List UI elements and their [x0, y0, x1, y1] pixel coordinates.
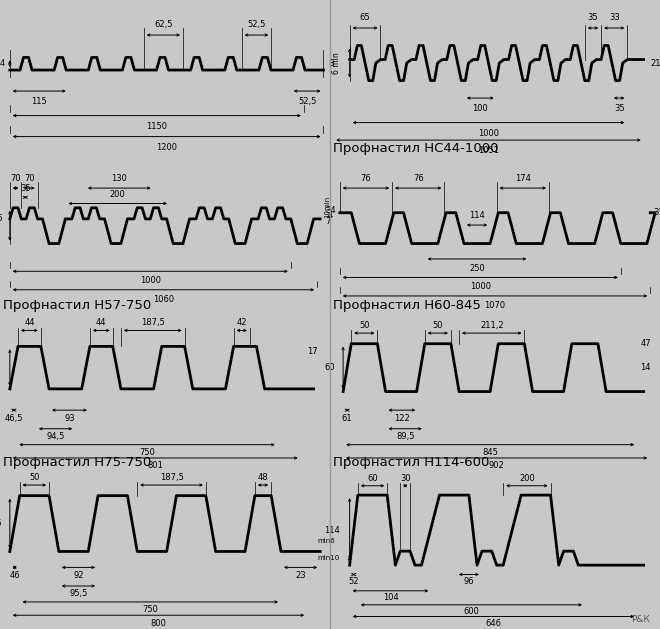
Text: 600: 600: [463, 608, 479, 616]
Text: 800: 800: [150, 619, 166, 628]
Text: 4: 4: [328, 211, 333, 220]
Text: 92: 92: [73, 571, 84, 580]
Text: 114: 114: [469, 211, 485, 220]
Text: 174: 174: [515, 174, 531, 183]
Text: 104: 104: [383, 593, 399, 603]
Text: 94,5: 94,5: [46, 432, 65, 441]
Text: 250: 250: [469, 264, 485, 273]
Text: 750: 750: [143, 606, 158, 615]
Text: 96: 96: [463, 577, 474, 586]
Text: 93: 93: [64, 414, 75, 423]
Text: 14: 14: [640, 363, 651, 372]
Text: 8: 8: [329, 59, 334, 68]
Text: 65: 65: [360, 13, 370, 22]
Text: 646: 646: [485, 619, 502, 628]
Text: 115: 115: [32, 97, 47, 106]
Text: Профнастил Н75-750: Профнастил Н75-750: [3, 456, 152, 469]
Text: 30: 30: [400, 474, 411, 483]
Text: 46: 46: [9, 571, 20, 580]
Text: 52: 52: [348, 577, 359, 586]
Text: 52,5: 52,5: [298, 97, 316, 106]
Text: 35: 35: [0, 214, 3, 223]
Text: 50: 50: [432, 321, 443, 330]
Text: 42: 42: [236, 318, 247, 327]
Text: 76: 76: [360, 174, 372, 183]
Text: 114: 114: [324, 526, 340, 535]
Text: Профнастил НС44-1000: Профнастил НС44-1000: [333, 142, 499, 155]
Text: 801: 801: [147, 462, 163, 470]
Text: 50: 50: [29, 472, 40, 482]
Text: 61: 61: [342, 414, 352, 423]
Text: 100: 100: [473, 104, 488, 113]
Text: 44: 44: [96, 318, 106, 327]
Text: 95,5: 95,5: [69, 589, 88, 598]
Text: min6: min6: [317, 538, 335, 544]
Text: 34: 34: [325, 206, 336, 215]
Text: 122: 122: [394, 414, 410, 423]
Text: min10: min10: [317, 555, 340, 561]
Text: Профнастил Н60-845: Профнастил Н60-845: [333, 299, 481, 312]
Text: 21: 21: [650, 58, 660, 67]
Text: Профнастил Н57-750: Профнастил Н57-750: [3, 299, 152, 312]
Text: 50: 50: [359, 321, 370, 330]
Text: 70: 70: [11, 174, 21, 183]
Text: 130: 130: [112, 174, 127, 183]
Text: 1000: 1000: [470, 282, 491, 291]
Text: 1000: 1000: [140, 276, 161, 285]
Text: 1150: 1150: [147, 121, 168, 131]
Text: 37: 37: [653, 208, 660, 217]
Text: 52,5: 52,5: [248, 20, 266, 29]
Text: 35: 35: [20, 184, 30, 192]
Text: 7: 7: [325, 218, 331, 226]
Text: 200: 200: [519, 474, 535, 483]
Text: 10min: 10min: [324, 196, 330, 218]
Text: 750: 750: [139, 448, 155, 457]
Text: 60: 60: [367, 474, 378, 483]
Text: 1070: 1070: [484, 301, 506, 309]
Text: 845: 845: [482, 448, 498, 457]
Text: 48: 48: [257, 472, 269, 482]
Text: 4: 4: [0, 59, 5, 68]
Text: 70: 70: [24, 174, 35, 183]
Text: 33: 33: [609, 13, 620, 22]
Text: 35: 35: [614, 104, 624, 113]
Text: 47: 47: [640, 339, 651, 348]
Text: 75: 75: [0, 519, 2, 528]
Text: 1000: 1000: [478, 128, 499, 138]
Text: 902: 902: [489, 462, 504, 470]
Text: 23: 23: [295, 571, 306, 580]
Text: 187,5: 187,5: [141, 318, 165, 327]
Text: 35: 35: [587, 13, 599, 22]
Text: 187,5: 187,5: [160, 472, 183, 482]
Text: Р&К: Р&К: [631, 615, 650, 624]
Text: 62,5: 62,5: [154, 20, 173, 29]
Text: 211,2: 211,2: [480, 321, 504, 330]
Text: 76: 76: [413, 174, 424, 183]
Text: 89,5: 89,5: [396, 432, 414, 441]
Text: 1060: 1060: [153, 294, 174, 304]
Text: 6 min: 6 min: [332, 52, 341, 74]
Text: 44: 44: [24, 318, 35, 327]
Text: 46,5: 46,5: [5, 414, 23, 423]
Text: 17: 17: [307, 347, 317, 356]
Text: 60: 60: [324, 363, 335, 372]
Text: 200: 200: [110, 190, 125, 199]
Text: Профнастил Н114-600: Профнастил Н114-600: [333, 456, 490, 469]
Text: 1051: 1051: [478, 146, 499, 155]
Text: 1200: 1200: [156, 143, 177, 152]
